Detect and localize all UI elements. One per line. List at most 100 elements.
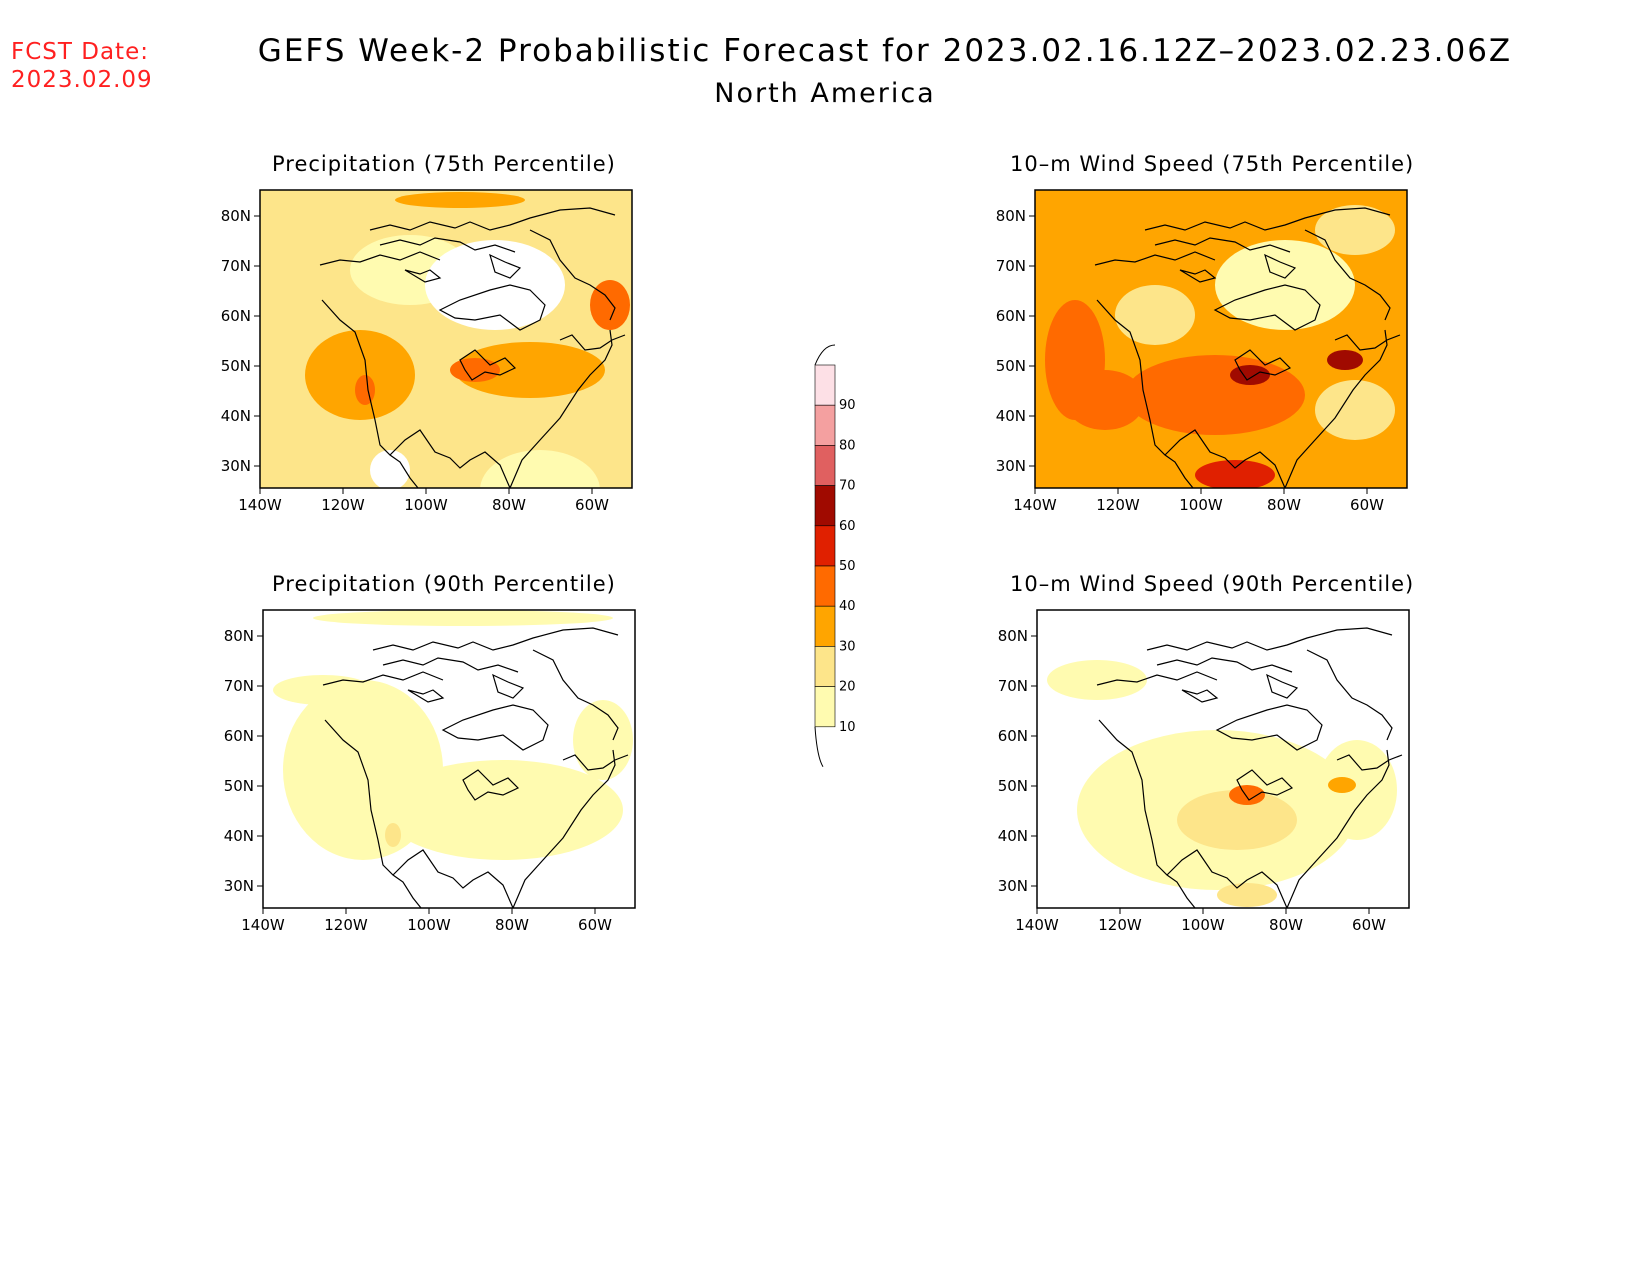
colorbar-label: 10	[839, 720, 856, 735]
coastline-9	[529, 229, 616, 321]
shade-high	[355, 375, 375, 405]
shade-high	[590, 280, 630, 330]
coastline-3	[1336, 754, 1403, 771]
map-frame	[259, 189, 633, 489]
coastline-10	[489, 253, 522, 279]
coastline-8	[1154, 237, 1291, 253]
colorbar-label: 30	[839, 639, 856, 654]
lon-tick-label: 120W	[324, 916, 368, 934]
shade-light	[383, 760, 623, 860]
lat-tick-label: 80N	[221, 207, 251, 225]
shade-light	[1315, 380, 1395, 440]
lon-tick-label: 60W	[578, 916, 612, 934]
lon-tick-label: 80W	[492, 496, 526, 514]
lon-tick-label: 60W	[1352, 916, 1386, 934]
coastline-9	[532, 649, 619, 741]
panel-title-wind90: 10–m Wind Speed (90th Percentile)	[1010, 572, 1415, 596]
coastline-0	[1098, 719, 1196, 908]
main-title: GEFS Week-2 Probabilistic Forecast for 2…	[257, 33, 1513, 69]
map-field-precip90	[263, 610, 635, 908]
coastline-2	[1284, 329, 1388, 488]
lat-tick-label: 80N	[224, 627, 254, 645]
colorbar-bottom-cap	[814, 726, 824, 768]
colorbar-swatch	[814, 646, 836, 687]
shade-mid	[1177, 790, 1297, 850]
map-frame	[1036, 609, 1410, 909]
panel-title-precip90: Precipitation (90th Percentile)	[272, 572, 616, 596]
lon-tick-label: 100W	[1181, 916, 1225, 934]
shade-veryhigh	[1230, 365, 1270, 385]
lat-tick-label: 30N	[221, 457, 251, 475]
shade-high	[1045, 300, 1105, 420]
shade-high	[1328, 777, 1356, 793]
coastline-11	[404, 269, 442, 283]
lon-tick-label: 100W	[404, 496, 448, 514]
lat-tick-label: 40N	[996, 407, 1026, 425]
coastline-7	[1144, 207, 1391, 231]
map-field-wind75	[1035, 190, 1407, 488]
map-precip90: 80N 70N 60N 50N 40N 30N 140W 120W 100W 80W 60W	[208, 609, 645, 938]
shade-none	[370, 450, 410, 488]
coastline-10	[492, 673, 525, 699]
coastline-5	[1213, 284, 1321, 331]
coastline-4	[1236, 769, 1294, 801]
colorbar-label: 80	[839, 438, 856, 453]
coastline-6	[322, 671, 444, 686]
shade-veryhigh	[1327, 350, 1363, 370]
colorbar-label: 50	[839, 559, 856, 574]
lon-tick-label: 60W	[1350, 496, 1384, 514]
lat-tick-label: 50N	[224, 777, 254, 795]
lon-tick-label: 80W	[1269, 916, 1303, 934]
coastline-8	[379, 237, 516, 253]
shade-mid	[455, 342, 605, 398]
shade-high	[1229, 785, 1265, 805]
map-wind75: 80N 70N 60N 50N 40N 30N 140W 120W 100W 80W 60W	[980, 189, 1417, 518]
shade-light	[1115, 285, 1195, 345]
colorbar-swatch	[814, 605, 836, 647]
coastline-7	[369, 207, 616, 231]
coastline-0	[321, 299, 419, 488]
lon-tick-label: 80W	[1267, 496, 1301, 514]
coastline-1	[1166, 849, 1288, 908]
colorbar-label: 60	[839, 519, 856, 534]
coastline-0	[1096, 299, 1194, 488]
lon-tick-label: 120W	[321, 496, 365, 514]
forecast-date-value: 2023.02.09	[11, 67, 153, 93]
lat-tick-label: 80N	[998, 627, 1028, 645]
region-subtitle: North America	[714, 78, 936, 109]
colorbar: 90 80 70 60 50 40 30 20 10	[805, 335, 865, 768]
coastline-0	[324, 719, 422, 908]
colorbar-label: 40	[839, 599, 856, 614]
lat-tick-label: 30N	[998, 877, 1028, 895]
lon-tick-label: 140W	[1013, 496, 1057, 514]
forecast-date-label: FCST Date:	[11, 39, 149, 65]
coastline-8	[382, 657, 519, 673]
lat-tick-label: 60N	[998, 727, 1028, 745]
coastline-1	[389, 429, 511, 488]
shade-light	[480, 450, 600, 488]
coastline-3	[559, 334, 626, 351]
lat-tick-label: 60N	[224, 727, 254, 745]
lat-tick-label: 60N	[221, 307, 251, 325]
shade-mid	[385, 823, 401, 847]
lat-tick-label: 30N	[224, 877, 254, 895]
lat-tick-label: 60N	[996, 307, 1026, 325]
lon-tick-label: 100W	[407, 916, 451, 934]
shade-light	[573, 700, 633, 780]
lat-tick-label: 50N	[221, 357, 251, 375]
coastline-10	[1266, 673, 1299, 699]
shade-none	[425, 240, 565, 330]
lon-tick-label: 140W	[238, 496, 282, 514]
lat-tick-label: 80N	[996, 207, 1026, 225]
map-wind90: 80N 70N 60N 50N 40N 30N 140W 120W 100W 80W 60W	[982, 609, 1419, 938]
colorbar-swatch	[814, 485, 836, 527]
lon-tick-label: 120W	[1096, 496, 1140, 514]
coastline-3	[562, 754, 629, 771]
coastline-9	[1306, 649, 1393, 741]
coastline-2	[512, 749, 616, 908]
lon-tick-label: 60W	[575, 496, 609, 514]
colorbar-swatch	[814, 445, 836, 486]
coastline-4	[1234, 349, 1292, 381]
shade-mid	[1217, 883, 1277, 907]
lat-tick-label: 30N	[996, 457, 1026, 475]
